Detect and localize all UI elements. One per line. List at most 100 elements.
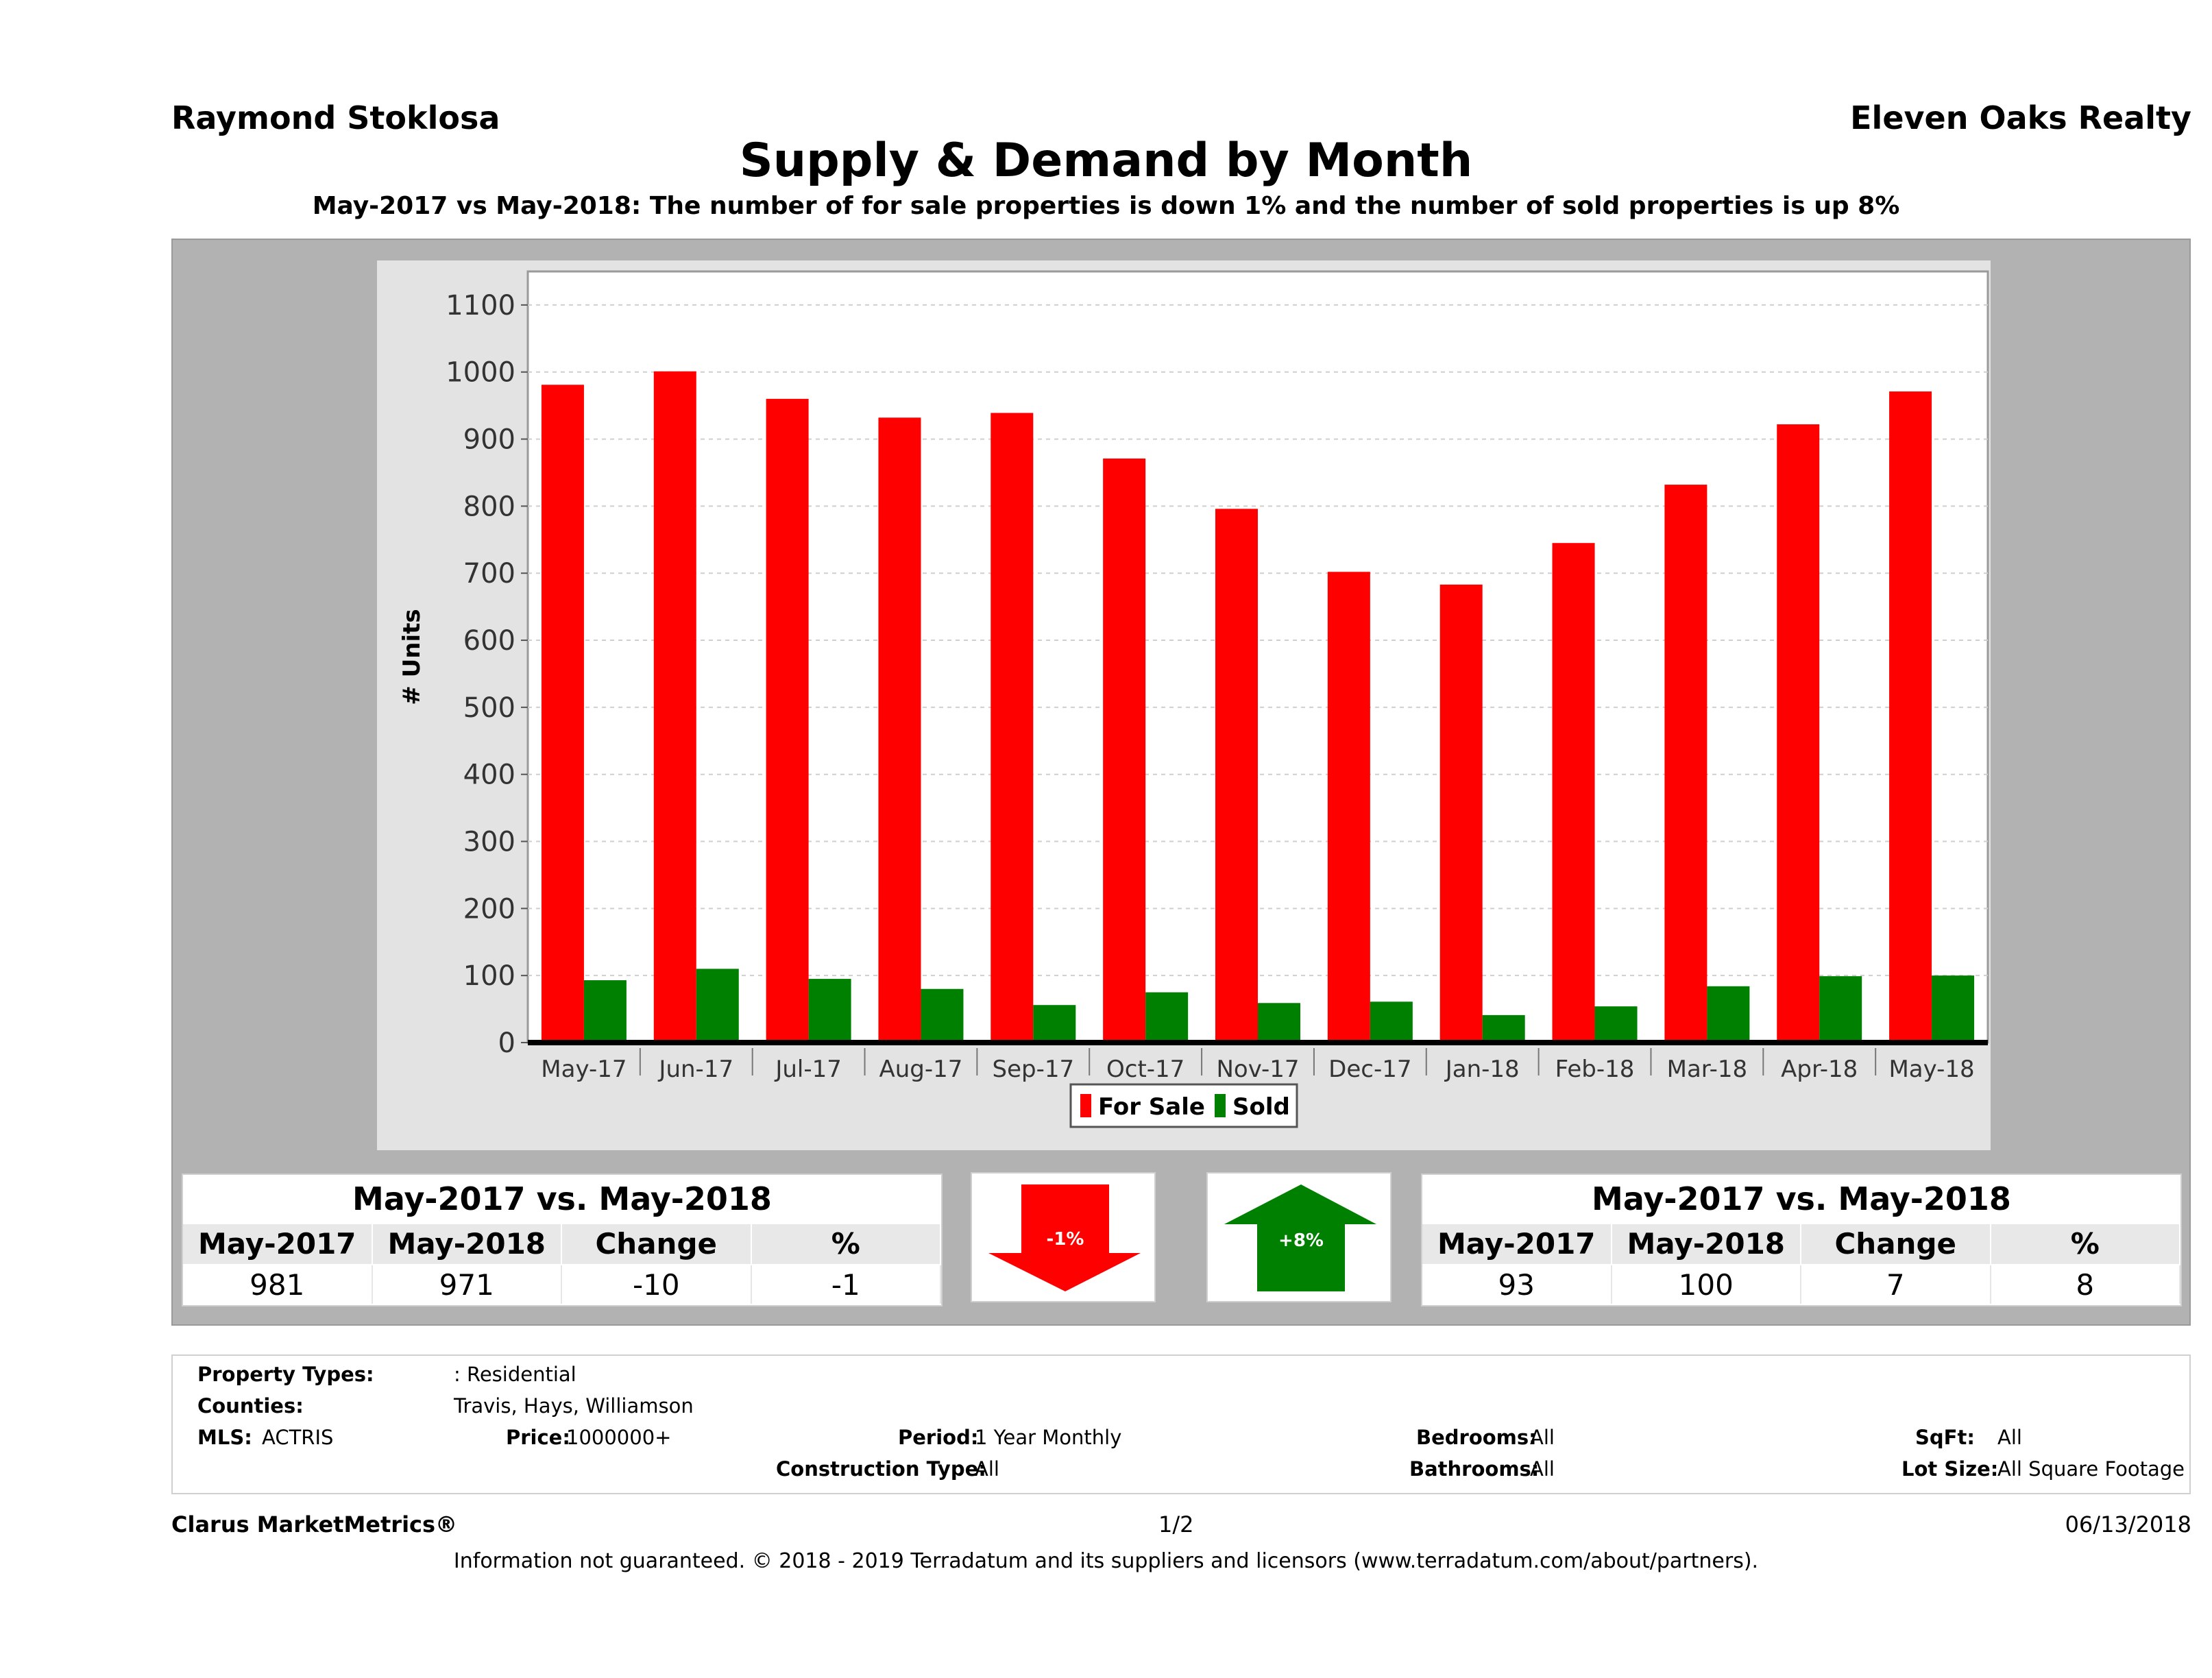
down-arrow-label: -1% — [1047, 1229, 1084, 1250]
footer-brand: Clarus MarketMetrics® — [171, 1511, 458, 1537]
bar-for-sale — [1777, 424, 1820, 1043]
up-arrow-label: +8% — [1278, 1230, 1324, 1251]
x-tick-label: Dec-17 — [1328, 1056, 1411, 1083]
y-tick-label: 1000 — [446, 357, 515, 389]
down-arrow-icon: -1% — [988, 1184, 1141, 1291]
y-tick-label: 800 — [463, 491, 515, 522]
y-tick-label: 400 — [463, 759, 515, 791]
header-cell: May-2018 — [1612, 1224, 1801, 1264]
sold-comparison-table: May-2017 vs. May-2018 May-2017 May-2018 … — [1421, 1174, 2182, 1306]
header-cell: May-2017 — [183, 1224, 373, 1264]
y-tick-label: 700 — [463, 558, 515, 589]
x-tick-label: Mar-18 — [1667, 1056, 1748, 1083]
bar-for-sale — [541, 385, 584, 1043]
bar-for-sale — [1439, 584, 1483, 1043]
bar-for-sale — [1664, 485, 1707, 1043]
x-tick-label: Feb-18 — [1555, 1056, 1635, 1083]
lot-size-value: All Square Footage — [1997, 1457, 2185, 1481]
period-label: Period: — [898, 1426, 979, 1449]
y-tick-label: 200 — [463, 893, 515, 925]
x-tick-label: Jul-17 — [774, 1056, 842, 1083]
search-criteria-box: Property Types: : Residential Counties: … — [171, 1354, 2191, 1494]
bar-sold — [1145, 992, 1189, 1043]
bar-sold — [1594, 1006, 1638, 1043]
bar-sold — [1482, 1014, 1525, 1043]
bar-sold — [1258, 1003, 1300, 1043]
header-cell: May-2017 — [1422, 1224, 1612, 1264]
bar-sold — [1819, 976, 1862, 1043]
bathrooms-label: Bathrooms: — [1409, 1457, 1540, 1481]
header-cell: Change — [562, 1224, 752, 1264]
sqft-value: All — [1997, 1426, 2022, 1449]
bar-for-sale — [1552, 543, 1595, 1043]
bathrooms-value: All — [1530, 1457, 1555, 1481]
bar-for-sale — [1327, 572, 1370, 1043]
bar-sold — [1707, 986, 1750, 1043]
page-number: 1/2 — [1158, 1511, 1194, 1537]
sqft-label: SqFt: — [1915, 1426, 1975, 1449]
sold-change-indicator: +8% — [1206, 1172, 1391, 1302]
x-tick-label: May-17 — [541, 1056, 627, 1083]
for-sale-comparison-table: May-2017 vs. May-2018 May-2017 May-2018 … — [182, 1174, 943, 1306]
mls-label: MLS: — [197, 1426, 252, 1449]
legend-label-sold: Sold — [1232, 1093, 1290, 1121]
value-cell: 981 — [183, 1265, 373, 1304]
header-cell: Change — [1801, 1224, 1991, 1264]
page-title: Supply & Demand by Month — [739, 134, 1473, 188]
construction-type-label: Construction Type: — [776, 1457, 986, 1481]
y-tick-label: 500 — [463, 692, 515, 724]
bar-for-sale — [653, 371, 696, 1043]
mls-value: ACTRIS — [262, 1426, 334, 1449]
disclaimer: Information not guaranteed. © 2018 - 201… — [453, 1549, 1759, 1573]
brokerage-name: Eleven Oaks Realty — [1850, 99, 2191, 136]
value-cell: -1 — [752, 1265, 941, 1304]
y-tick-label: 300 — [463, 827, 515, 858]
price-label: Price: — [506, 1426, 570, 1449]
x-tick-label: Oct-17 — [1106, 1056, 1184, 1083]
y-tick-label: 1100 — [446, 290, 515, 321]
bar-for-sale — [1215, 509, 1258, 1043]
page-subtitle: May-2017 vs May-2018: The number of for … — [312, 192, 1900, 220]
value-cell: 8 — [1991, 1265, 2180, 1304]
bar-for-sale — [766, 398, 809, 1043]
x-tick-label: Sep-17 — [992, 1056, 1074, 1083]
bar-for-sale — [1103, 458, 1146, 1043]
value-cell: -10 — [562, 1265, 752, 1304]
counties-label: Counties: — [197, 1394, 304, 1418]
value-cell: 100 — [1612, 1265, 1801, 1304]
bar-sold — [696, 969, 739, 1043]
header-cell: % — [752, 1224, 941, 1264]
bar-sold — [1033, 1005, 1076, 1043]
y-axis-label: # Units — [398, 609, 426, 705]
for-sale-table-title: May-2017 vs. May-2018 — [352, 1180, 772, 1217]
bar-sold — [583, 980, 627, 1043]
x-tick-label: Aug-17 — [879, 1056, 963, 1083]
property-types-label: Property Types: — [197, 1363, 374, 1386]
for-sale-table-row: 981 971 -10 -1 — [183, 1265, 941, 1304]
x-tick-label: Apr-18 — [1781, 1056, 1858, 1083]
legend-swatch-for-sale — [1080, 1094, 1091, 1117]
y-tick-label: 100 — [463, 960, 515, 992]
up-arrow-icon: +8% — [1224, 1184, 1376, 1291]
value-cell: 7 — [1801, 1265, 1991, 1304]
bar-sold — [1932, 975, 1975, 1043]
x-tick-label: Jun-17 — [657, 1056, 733, 1083]
x-tick-label: May-18 — [1888, 1056, 1974, 1083]
y-tick-label: 0 — [498, 1028, 515, 1059]
x-tick-label: Jan-18 — [1444, 1056, 1520, 1083]
legend-box — [1069, 1083, 1298, 1128]
bar-sold — [1370, 1001, 1413, 1043]
bar-sold — [921, 988, 964, 1043]
y-tick-label: 900 — [463, 424, 515, 456]
period-value: 1 Year Monthly — [975, 1426, 1122, 1449]
supply-demand-chart: 0 100 200 300 400 500 600 700 800 900 1000 1100 # Un… — [398, 270, 1989, 1128]
legend-label-for-sale: For Sale — [1098, 1093, 1205, 1121]
bar-for-sale — [878, 417, 921, 1043]
sold-table-header: May-2017 May-2018 Change % — [1422, 1224, 2180, 1264]
for-sale-change-indicator: -1% — [971, 1172, 1156, 1302]
value-cell: 93 — [1422, 1265, 1612, 1304]
bedrooms-value: All — [1530, 1426, 1555, 1449]
legend-swatch-sold — [1215, 1094, 1226, 1117]
bar-for-sale — [990, 413, 1034, 1043]
report-date: 06/13/2018 — [2065, 1511, 2191, 1537]
